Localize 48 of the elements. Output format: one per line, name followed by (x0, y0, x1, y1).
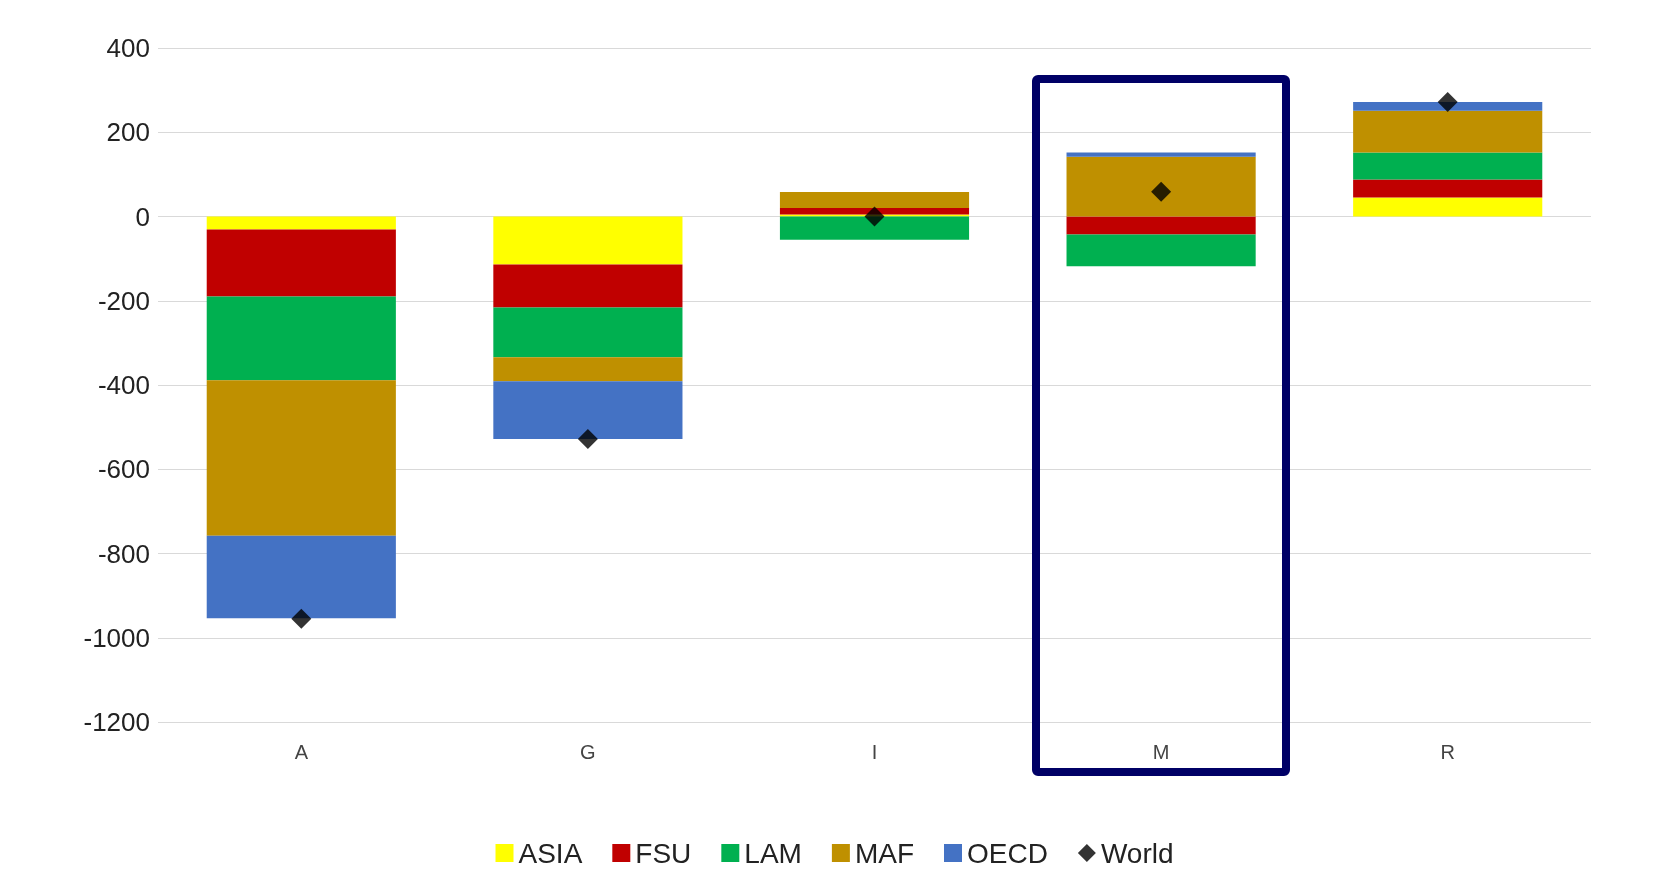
point (291, 608, 312, 629)
x-tick-label: I (871, 741, 878, 763)
y-tick-label: 0 (135, 201, 150, 232)
legend-label: LAM (744, 837, 802, 869)
y-tick-label: -1200 (83, 707, 150, 737)
bar (1066, 152, 1256, 157)
point (1437, 91, 1458, 112)
legend-label: FSU (635, 837, 692, 869)
point (577, 428, 598, 449)
bar (1066, 234, 1256, 267)
bar (206, 229, 396, 297)
bar (1353, 179, 1543, 198)
bar (206, 380, 396, 536)
bar (1066, 216, 1256, 235)
bar (493, 381, 683, 439)
y-tick-label: -800 (97, 538, 150, 569)
x-tick-label: G (580, 741, 596, 763)
legend-label: ASIA (518, 837, 583, 869)
y-tick-label: -600 (97, 454, 150, 485)
bar (493, 307, 683, 358)
x-tick-label: R (1440, 741, 1455, 763)
bar (206, 535, 396, 619)
legend-label: OECD (966, 837, 1048, 869)
bar (1353, 110, 1543, 153)
y-tick-label: -400 (97, 370, 150, 400)
bar (779, 208, 970, 215)
bar (1353, 152, 1543, 180)
x-tick-label: A (294, 741, 309, 763)
y-tick-label: -200 (97, 285, 150, 316)
y-tick-label: 200 (106, 117, 150, 148)
x-tick-label: M (1152, 741, 1170, 763)
bar (779, 192, 970, 209)
legend-label: MAF (854, 837, 914, 869)
bar (493, 357, 683, 382)
legend-label: World (1100, 837, 1174, 869)
bar (779, 214, 970, 217)
bar (493, 264, 683, 308)
bar (1353, 197, 1543, 217)
point (1151, 181, 1172, 202)
bar (206, 216, 396, 230)
y-tick-label: 400 (106, 33, 150, 63)
bar (206, 296, 396, 381)
y-tick-label: -1000 (83, 622, 150, 653)
bar (1066, 156, 1256, 217)
point (864, 206, 885, 227)
bar (1353, 101, 1543, 111)
bar (779, 216, 970, 240)
bar (493, 216, 683, 265)
